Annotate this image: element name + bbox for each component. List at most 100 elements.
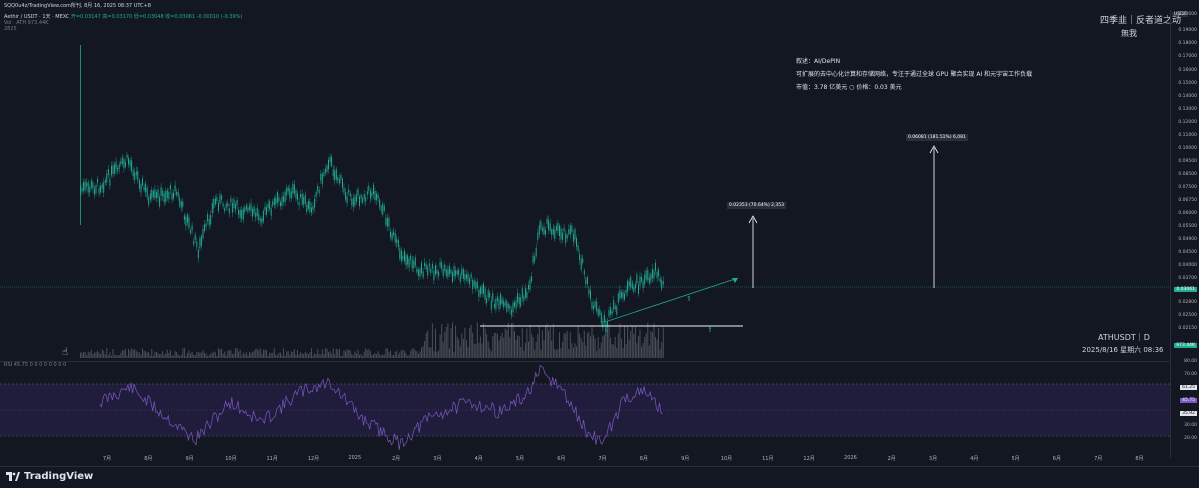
volume-bar <box>500 336 502 358</box>
time-tick: 6月 <box>557 456 566 462</box>
volume-bar <box>551 340 553 358</box>
volume-bar <box>81 352 83 358</box>
target1-arrowhead-icon <box>748 215 758 224</box>
volume-bar <box>182 348 184 358</box>
time-axis[interactable]: 7月 8月 9月 10月 11月 12月 2025 2月 3月 4月 5月 6月 7月 8月 9月 10月 11… <box>0 452 1170 464</box>
target2-label[interactable]: 0.06081 (181.51%) 6,081 <box>906 134 968 141</box>
volume-bar <box>247 355 249 358</box>
volume-bar <box>281 355 283 358</box>
volume-bar <box>470 324 472 358</box>
volume-bar <box>658 328 660 358</box>
volume-bar <box>208 355 210 358</box>
pane-divider[interactable] <box>0 361 1170 362</box>
volume-bar <box>244 354 246 358</box>
volume-bar <box>602 335 604 358</box>
volume-bar <box>298 354 300 358</box>
price-tick: 0.05500 <box>1178 224 1197 229</box>
volume-bar <box>557 348 559 358</box>
rsi-legend[interactable]: RSI 45.75 0 0 0 0 0 0 0 0 <box>4 362 67 368</box>
volume-bar <box>168 352 170 358</box>
volume-bar <box>235 348 236 358</box>
volume-bar <box>210 353 212 358</box>
volume-bar <box>599 348 601 358</box>
time-tick: 9月 <box>185 456 194 462</box>
volume-bar <box>311 348 312 358</box>
volume-bar <box>165 353 167 358</box>
price-tick: 0.02500 <box>1178 313 1197 318</box>
price-axis[interactable]: 0.20000 0.19000 0.18000 0.17000 0.16000 0.150… <box>1170 10 1199 458</box>
volume-bar <box>503 337 505 358</box>
volume-bar <box>407 355 409 358</box>
volume-bar <box>435 328 436 358</box>
volume-bar <box>441 324 443 358</box>
volume-bar <box>166 349 168 358</box>
volume-bar <box>324 348 326 358</box>
volume-bar <box>577 326 579 358</box>
volume-bar <box>314 353 316 358</box>
volume-bar <box>506 330 508 358</box>
analysis-note[interactable]: 叙述：AI/DePIN 可扩展的去中心化计算和存储网络，专注于通过全球 GPU … <box>796 55 1032 94</box>
time-tick: 5月 <box>1011 456 1020 462</box>
volume-bar <box>537 334 539 358</box>
volume-bar <box>83 352 85 358</box>
volume-bar <box>343 350 345 358</box>
volume-bar <box>368 349 370 358</box>
volume-bar <box>193 354 195 358</box>
price-tick: 0.04900 <box>1178 237 1197 242</box>
volume-bar <box>419 351 421 358</box>
time-tick: 2月 <box>392 456 401 462</box>
volume-bar <box>383 354 385 358</box>
volume-bar <box>572 347 574 358</box>
tradingview-icon <box>6 472 20 481</box>
volume-bar <box>458 339 460 358</box>
volume-bar <box>583 330 585 358</box>
volume-bar <box>504 328 506 358</box>
volume-bar <box>190 353 192 358</box>
volume-bar <box>318 354 320 358</box>
volume-legend[interactable]: Vol · ATH 973.44K <box>4 20 49 26</box>
volume-bar <box>613 344 615 358</box>
volume-bar <box>574 343 576 358</box>
volume-bar <box>338 348 340 358</box>
tradingview-logo[interactable]: TradingView <box>6 471 93 482</box>
volume-bar <box>622 348 624 358</box>
volume-bar <box>266 350 267 358</box>
volume-bar <box>631 325 633 358</box>
volume-bar <box>157 352 159 358</box>
volume-bar <box>321 349 323 358</box>
volume-bar <box>517 335 519 358</box>
currency-badge[interactable]: USDT <box>1172 12 1189 17</box>
volume-bar <box>199 352 201 358</box>
volume-bar <box>625 344 627 358</box>
volume-bar <box>112 349 114 358</box>
volume-bar <box>289 354 291 358</box>
volume-bar <box>332 348 334 358</box>
volume-bar <box>142 348 143 358</box>
volume-bar <box>171 355 173 358</box>
volume-bar <box>349 350 351 358</box>
volume-bar <box>552 324 554 358</box>
volume-bar <box>145 351 147 358</box>
price-chart-pane[interactable]: ⇑ ⇑ ☝ <box>0 10 1170 358</box>
target1-label[interactable]: 0.02353 (70.64%) 2,353 <box>727 202 787 209</box>
volume-bar <box>213 351 215 358</box>
volume-bar <box>404 350 405 358</box>
symbol-legend[interactable]: Aethir / USDT · 1天 · MEXC 开=0.03147 高=0.… <box>4 14 242 20</box>
rsi-pane[interactable] <box>0 362 1170 458</box>
price-tick: 0.02150 <box>1178 326 1197 331</box>
volume-bar <box>93 352 95 358</box>
symbol-watermark: ATHUSDT｜D <box>1098 333 1150 342</box>
trend-line <box>604 277 739 323</box>
rsi-line <box>99 364 663 450</box>
volume-bar <box>597 337 599 358</box>
price-tick: 0.02800 <box>1178 300 1197 305</box>
indicator-legend[interactable]: 2825 <box>4 26 17 32</box>
up-arrow-icon-1: ⇑ <box>686 295 692 303</box>
volume-bar <box>173 355 174 358</box>
volume-bar <box>411 348 413 358</box>
volume-bar <box>214 352 216 358</box>
volume-bar <box>484 328 486 358</box>
volume-bar <box>402 349 404 358</box>
price-tick: 0.19000 <box>1178 28 1197 33</box>
rsi-tick: 45.75 <box>1180 398 1197 403</box>
